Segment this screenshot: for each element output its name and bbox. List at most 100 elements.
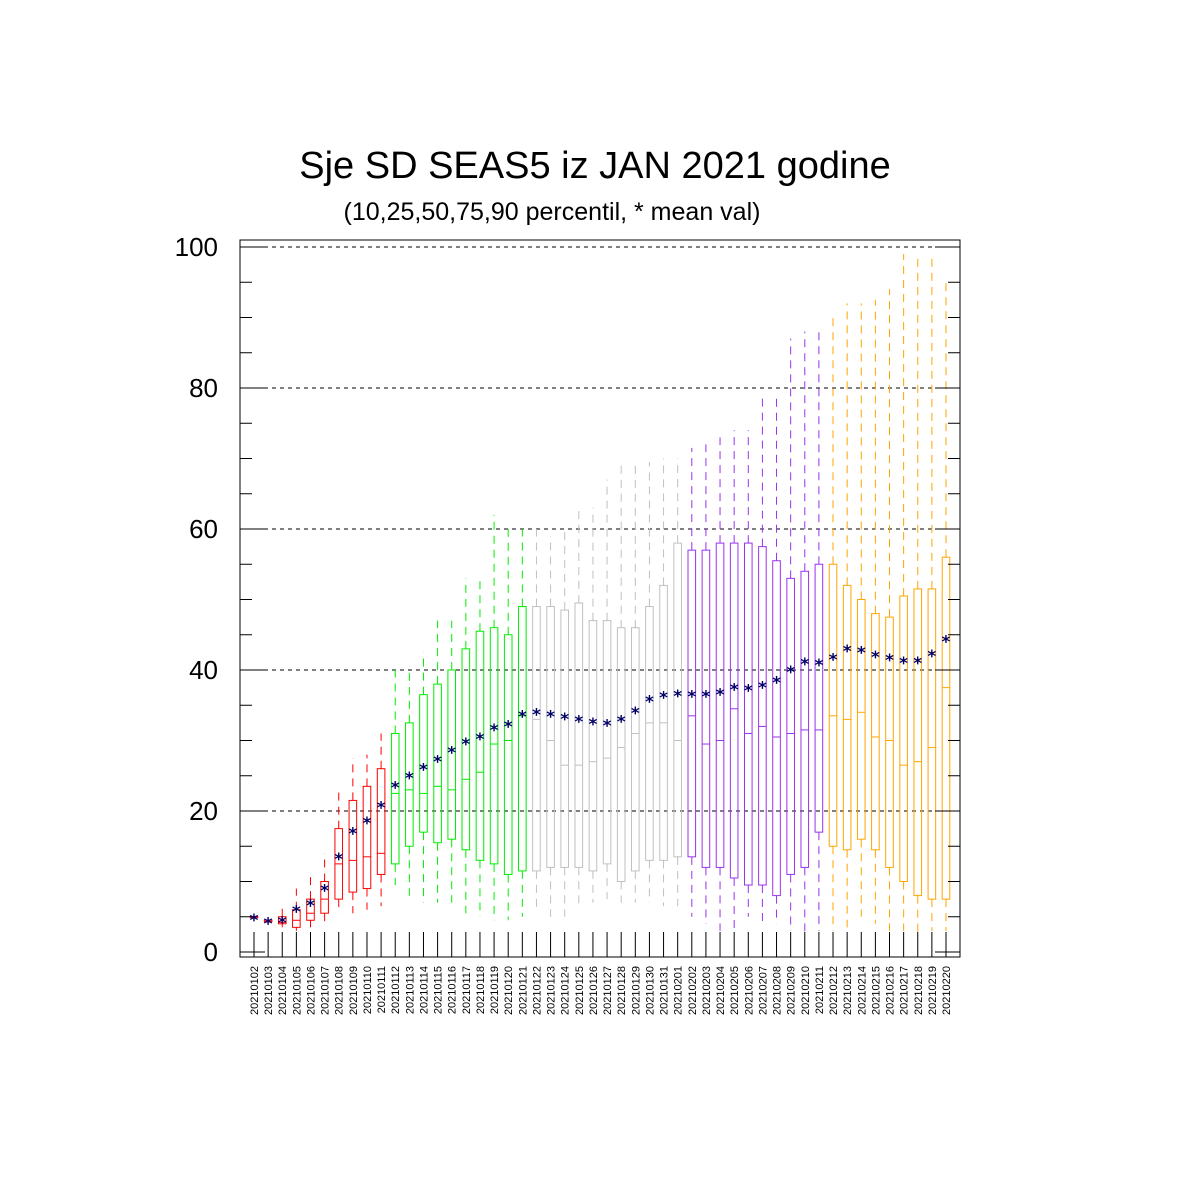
box-iqr [574, 602, 584, 868]
x-tick-label: 20210108 [334, 966, 346, 1015]
box-20210118 [475, 578, 485, 917]
mean-marker: * [518, 707, 527, 727]
box-20210131 [659, 458, 668, 907]
x-tick-label: 20210109 [348, 966, 360, 1015]
box-20210220 [941, 278, 951, 931]
box-20210208 [772, 395, 781, 924]
box-iqr [758, 546, 767, 886]
mean-marker: * [659, 688, 668, 708]
plot-frame [239, 239, 961, 958]
box-20210106 [306, 874, 315, 928]
box-iqr [405, 722, 414, 847]
means-layer: * * ** ******* * * * * * * * * * * * * * * * * ** * * * * * * * * ** *… [250, 633, 951, 935]
x-tick-label: 20210206 [743, 966, 755, 1015]
mean-marker: * [942, 633, 951, 653]
box-iqr [715, 542, 725, 868]
mean-marker: * [885, 651, 894, 671]
mean-marker: * [532, 705, 541, 725]
box-iqr [546, 606, 555, 868]
box-20210120 [503, 529, 513, 921]
x-tick-label: 20210203 [701, 966, 713, 1015]
x-tick-label: 20210105 [291, 966, 303, 1015]
box-iqr [645, 606, 654, 861]
x-tick-label: 20210107 [320, 966, 332, 1015]
box-20210205 [729, 430, 739, 931]
x-tick-label: 20210202 [687, 966, 699, 1015]
box-20210103 [263, 918, 273, 924]
box-iqr [616, 627, 626, 883]
box-iqr [503, 634, 513, 875]
box-20210207 [758, 395, 767, 924]
mean-marker: * [320, 882, 329, 902]
box-20210108 [334, 789, 344, 914]
x-tick-label: 20210204 [715, 966, 727, 1015]
box-iqr [489, 627, 499, 865]
box-20210124 [560, 529, 569, 917]
box-20210122 [532, 529, 541, 910]
x-tick-label: 20210118 [475, 966, 487, 1014]
mean-marker: * [701, 688, 710, 708]
mean-marker: * [899, 654, 908, 674]
box-20210216 [885, 289, 894, 931]
box-iqr [532, 606, 541, 872]
box-20210119 [489, 514, 499, 921]
box-20210121 [518, 529, 527, 917]
mean-marker: * [334, 850, 343, 870]
mean-marker: * [843, 642, 852, 662]
x-tick-label: 20210219 [927, 966, 939, 1015]
box-iqr [475, 630, 485, 861]
mean-marker: * [588, 715, 597, 735]
x-tick-label: 20210208 [772, 966, 784, 1015]
x-tick-label: 20210128 [616, 966, 628, 1015]
box-iqr [772, 560, 781, 897]
mean-marker: * [348, 824, 357, 844]
box-iqr [800, 570, 810, 868]
box-iqr [376, 768, 386, 875]
mean-marker: * [603, 717, 612, 737]
y-tick-label: 60 [189, 514, 218, 544]
y-tick-label: 20 [189, 796, 218, 826]
box-iqr [743, 542, 753, 886]
box-20210116 [447, 620, 457, 903]
mean-marker: * [391, 779, 400, 799]
mean-marker: * [913, 654, 922, 674]
x-tick-label: 20210119 [489, 966, 501, 1014]
box-iqr [461, 648, 471, 851]
box-iqr [885, 616, 894, 868]
box-20210211 [814, 328, 824, 931]
box-iqr [687, 549, 697, 858]
x-tick-label: 20210102 [249, 966, 261, 1015]
chart-title: Sje SD SEAS5 iz JAN 2021 godine [299, 145, 891, 187]
box-20210115 [433, 620, 442, 903]
mean-marker: * [447, 743, 456, 763]
x-tick-label: 20210117 [461, 966, 473, 1014]
box-20210113 [405, 666, 414, 896]
box-iqr [673, 542, 682, 858]
mean-marker: * [673, 687, 682, 707]
box-20210111 [376, 733, 386, 907]
box-iqr [729, 542, 739, 879]
x-tick-label: 20210213 [842, 966, 854, 1015]
box-20210209 [786, 338, 795, 931]
mean-marker: * [786, 663, 795, 683]
box-iqr [518, 606, 527, 872]
mean-marker: * [292, 903, 301, 923]
box-20210104 [277, 906, 287, 928]
boxes-layer [249, 254, 951, 938]
box-20210201 [673, 458, 682, 907]
mean-marker: * [631, 704, 640, 724]
box-iqr [786, 577, 795, 875]
box-iqr [842, 584, 852, 851]
x-tick-label: 20210121 [517, 966, 529, 1015]
x-tick-label: 20210110 [362, 966, 374, 1014]
mean-marker: * [363, 814, 372, 834]
box-iqr [913, 588, 923, 897]
box-iqr [631, 627, 640, 872]
x-tick-label: 20210212 [828, 966, 840, 1015]
box-iqr [277, 916, 287, 925]
x-tick-label: 20210129 [630, 966, 642, 1015]
gridlines [240, 246, 960, 812]
box-iqr [320, 881, 329, 914]
mean-marker: * [800, 655, 809, 675]
box-20210206 [743, 430, 753, 917]
